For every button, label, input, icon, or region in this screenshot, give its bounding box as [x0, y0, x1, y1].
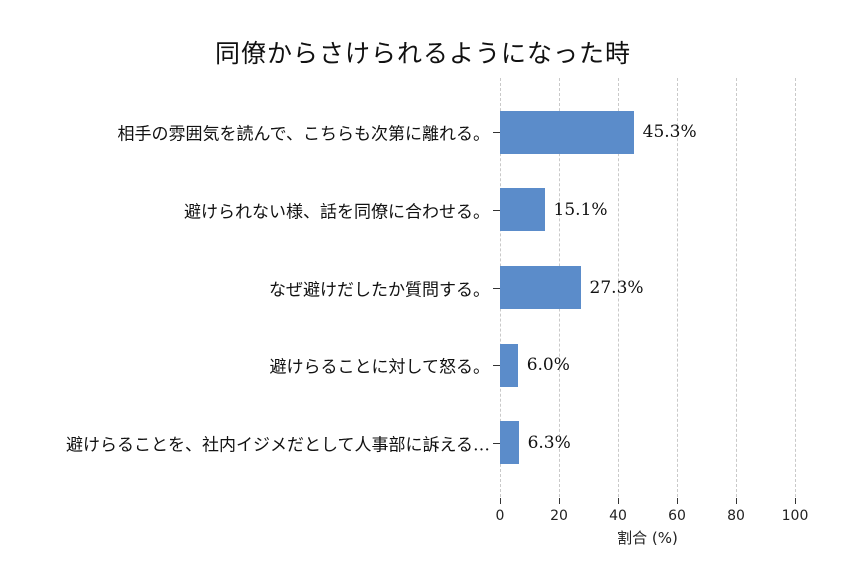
gridline [618, 78, 619, 497]
value-label: 45.3% [642, 122, 697, 143]
category-label: 相手の雰囲気を読んで、こちらも次第に離れる。 [117, 124, 490, 145]
category-label: なぜ避けだしたか質問する。 [269, 280, 490, 300]
x-axis-tick [559, 498, 560, 504]
plot-area: 0 20 40 60 80 100 45.3% 15.1% 27.3% 6.0% 6.3% [493, 78, 808, 524]
bar [500, 188, 545, 232]
bar [500, 266, 581, 309]
gridline [677, 78, 678, 497]
value-label: 6.3% [527, 432, 571, 453]
value-label: 27.3% [589, 277, 644, 298]
y-axis-tick [493, 132, 500, 134]
x-tick-label: 100 [781, 508, 809, 524]
x-axis-tick [736, 498, 737, 504]
gridline [736, 78, 737, 497]
x-tick-label: 80 [727, 508, 745, 524]
bar [500, 110, 634, 154]
category-label: 避けられない様、話を同僚に合わせる。 [184, 202, 490, 223]
gridline [795, 78, 796, 497]
category-label: 避けらることに対して怒る。 [269, 357, 491, 378]
chart-title: 同僚からさけられるようになった時 [214, 39, 631, 68]
y-axis-tick [493, 442, 500, 444]
x-tick-label: 40 [609, 508, 627, 524]
x-tick-label: 20 [550, 508, 568, 524]
value-label: 6.0% [526, 355, 570, 376]
x-axis-label: 割合 (%) [617, 529, 678, 547]
y-axis-tick [493, 209, 500, 211]
x-axis-tick [500, 498, 501, 504]
category-label: 避けらることを、社内イジメだとして人事部に訴える… [66, 435, 490, 456]
value-label: 15.1% [553, 199, 608, 220]
bar [500, 421, 519, 465]
y-axis-labels: 相手の雰囲気を読んで、こちらも次第に離れる。避けられない様、話を同僚に合わせる。… [0, 78, 490, 497]
y-axis-tick [493, 287, 500, 289]
y-axis-tick [493, 365, 500, 367]
x-tick-label: 0 [495, 508, 505, 524]
x-axis-tick [795, 498, 796, 504]
x-tick-label: 60 [668, 508, 686, 524]
bar [500, 343, 518, 387]
x-axis-tick [677, 498, 678, 504]
x-axis-tick [618, 498, 619, 504]
